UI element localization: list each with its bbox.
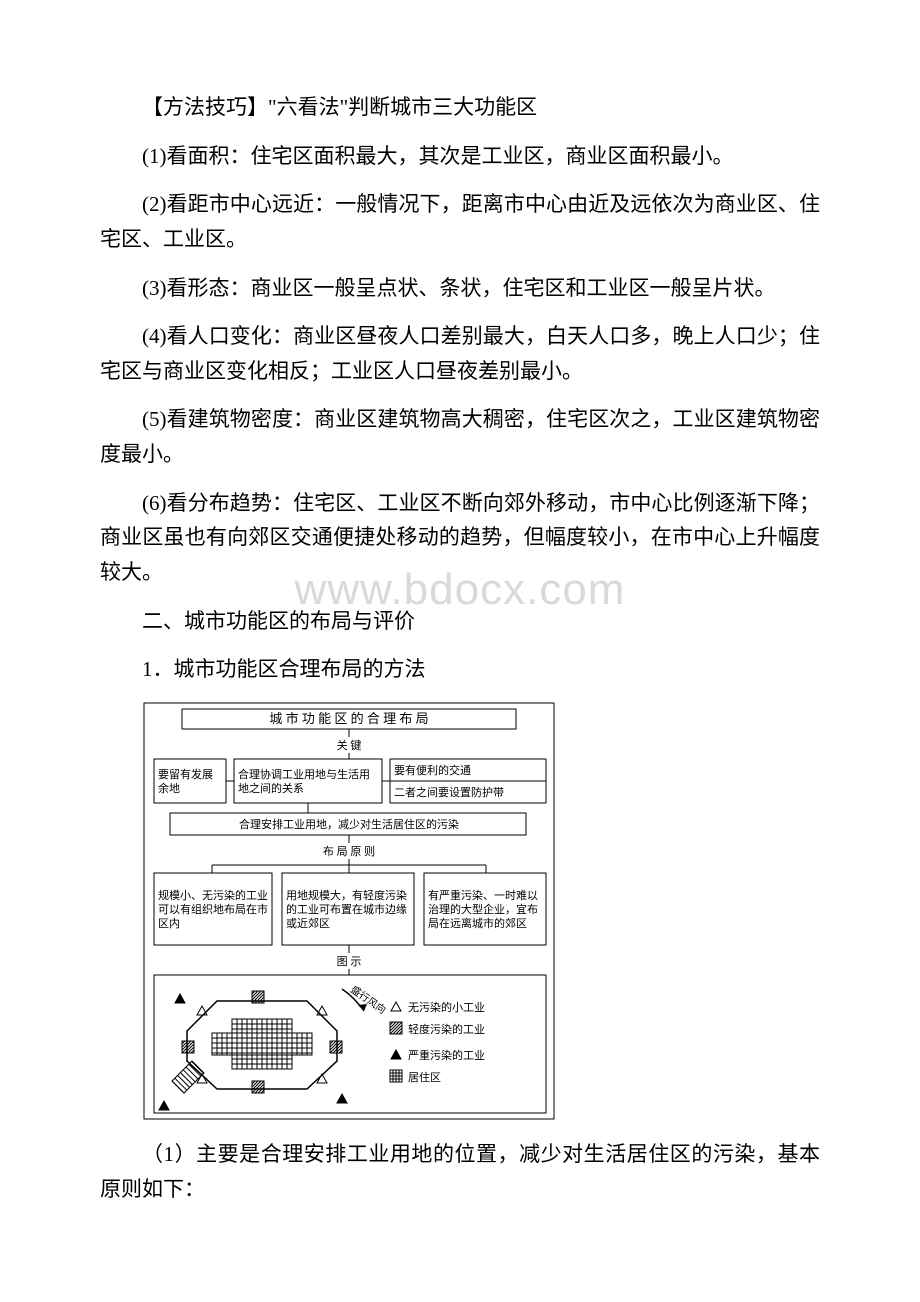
svg-text:的工业可布置在城市边缘: 的工业可布置在城市边缘 xyxy=(286,902,407,916)
paragraph-conclusion: （1）主要是合理安排工业用地的位置，减少对生活居住区的污染，基本原则如下： xyxy=(100,1137,820,1206)
svg-text:关 键: 关 键 xyxy=(337,738,362,752)
svg-text:可以有组织地布局在市: 可以有组织地布局在市 xyxy=(158,902,268,916)
subsection-heading: 1．城市功能区合理布局的方法 xyxy=(100,652,820,687)
paragraph-3: (3)看形态：商业区一般呈点状、条状，住宅区和工业区一般呈片状。 xyxy=(100,271,820,306)
paragraph-2: (2)看距市中心远近：一般情况下，距离市中心由近及远依次为商业区、住宅区、工业区… xyxy=(100,187,820,256)
paragraph-title: 【方法技巧】"六看法"判断城市三大功能区 xyxy=(100,90,820,125)
svg-text:城 市 功 能 区 的 合 理 布 局: 城 市 功 能 区 的 合 理 布 局 xyxy=(269,711,428,726)
svg-text:无污染的小工业: 无污染的小工业 xyxy=(408,1000,485,1014)
svg-text:有严重污染、一时难以: 有严重污染、一时难以 xyxy=(428,888,538,902)
svg-text:二者之间要设置防护带: 二者之间要设置防护带 xyxy=(394,785,504,799)
svg-text:治理的大型企业，宜布: 治理的大型企业，宜布 xyxy=(428,902,538,916)
paragraph-4: (4)看人口变化：商业区昼夜人口差别最大，白天人口多，晚上人口少；住宅区与商业区… xyxy=(100,319,820,388)
svg-text:或近郊区: 或近郊区 xyxy=(286,917,330,930)
svg-text:局在远离城市的郊区: 局在远离城市的郊区 xyxy=(428,916,527,930)
paragraph-1: (1)看面积：住宅区面积最大，其次是工业区，商业区面积最小。 xyxy=(100,139,820,174)
svg-text:布 局 原 则: 布 局 原 则 xyxy=(323,845,375,858)
svg-text:规模小、无污染的工业: 规模小、无污染的工业 xyxy=(158,888,268,902)
svg-text:区内: 区内 xyxy=(158,916,180,930)
svg-text:严重污染的工业: 严重污染的工业 xyxy=(408,1048,485,1062)
svg-text:用地规模大，有轻度污染: 用地规模大，有轻度污染 xyxy=(286,888,407,902)
section-heading: 二、城市功能区的布局与评价 xyxy=(100,604,820,639)
svg-text:图 示: 图 示 xyxy=(337,955,362,968)
svg-text:合理安排工业用地，减少对生活居住区的污染: 合理安排工业用地，减少对生活居住区的污染 xyxy=(239,817,459,831)
svg-text:地之间的关系: 地之间的关系 xyxy=(238,781,304,795)
document-content: 【方法技巧】"六看法"判断城市三大功能区 (1)看面积：住宅区面积最大，其次是工… xyxy=(100,90,820,1206)
svg-text:合理协调工业用地与生活用: 合理协调工业用地与生活用 xyxy=(238,767,370,781)
paragraph-6: (6)看分布趋势：住宅区、工业区不断向郊外移动，市中心比例逐渐下降；商业区虽也有… xyxy=(100,486,820,590)
svg-text:要留有发展: 要留有发展 xyxy=(158,767,213,781)
svg-text:要有便利的交通: 要有便利的交通 xyxy=(394,763,471,777)
svg-text:轻度污染的工业: 轻度污染的工业 xyxy=(408,1022,485,1036)
layout-diagram: 城 市 功 能 区 的 合 理 布 局关 键要留有发展余地 合理协调工业用地与生活… xyxy=(142,701,820,1121)
paragraph-5: (5)看建筑物密度：商业区建筑物高大稠密，住宅区次之，工业区建筑物密度最小。 xyxy=(100,402,820,471)
svg-text:居住区: 居住区 xyxy=(408,1070,441,1084)
svg-text:余地: 余地 xyxy=(158,781,180,795)
